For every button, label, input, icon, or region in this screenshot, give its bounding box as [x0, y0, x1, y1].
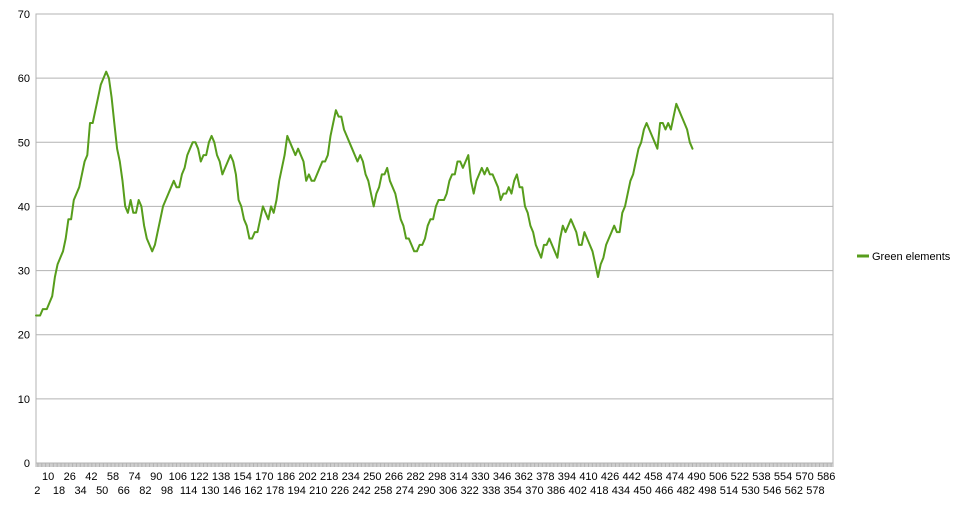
x-tick-label: 450	[633, 485, 651, 497]
x-tick-label: 466	[655, 485, 673, 497]
x-tick-label: 490	[687, 471, 705, 483]
x-tick-label: 578	[806, 485, 824, 497]
x-tick-label: 154	[233, 471, 251, 483]
x-tick-label: 546	[763, 485, 781, 497]
x-tick-label: 314	[450, 471, 468, 483]
x-tick-label: 562	[785, 485, 803, 497]
x-tick-label: 50	[96, 485, 108, 497]
y-tick-label: 50	[18, 137, 30, 149]
x-tick-label: 354	[504, 485, 522, 497]
x-tick-label: 538	[752, 471, 770, 483]
legend: Green elements	[857, 251, 951, 263]
x-tick-label: 234	[342, 471, 360, 483]
x-tick-label: 146	[223, 485, 241, 497]
x-tick-label: 362	[514, 471, 532, 483]
x-tick-label: 274	[396, 485, 414, 497]
x-tick-label: 74	[128, 471, 140, 483]
x-tick-label: 10	[42, 471, 54, 483]
series-line-0	[35, 70, 694, 317]
x-tick-label: 498	[698, 485, 716, 497]
x-tick-label: 290	[417, 485, 435, 497]
x-tick-label: 114	[180, 485, 198, 497]
y-tick-label: 20	[18, 330, 30, 342]
x-tick-label: 250	[363, 471, 381, 483]
x-tick-label: 474	[666, 471, 684, 483]
x-tick-label: 66	[118, 485, 130, 497]
x-tick-label: 442	[623, 471, 641, 483]
x-tick-label: 530	[741, 485, 759, 497]
x-tick-label: 202	[298, 471, 316, 483]
x-tick-label: 410	[579, 471, 597, 483]
x-tick-label: 426	[601, 471, 619, 483]
x-tick-label: 570	[795, 471, 813, 483]
x-tick-label: 226	[331, 485, 349, 497]
x-tick-label: 218	[320, 471, 338, 483]
x-tick-label: 242	[352, 485, 370, 497]
x-tick-label: 434	[612, 485, 630, 497]
x-tick-label: 306	[439, 485, 457, 497]
x-tick-label: 34	[74, 485, 86, 497]
x-tick-label: 298	[428, 471, 446, 483]
gridlines	[36, 13, 833, 464]
x-tick-label: 82	[139, 485, 151, 497]
y-axis-ticks: 0 10 20 30 40 50 60 70	[18, 9, 30, 470]
x-tick-label: 394	[558, 471, 576, 483]
x-tick-label: 186	[277, 471, 295, 483]
x-axis-ticks: 10 26 42 58 74 90 106 122 138 154 170 186 202 218 234 2…	[34, 463, 835, 497]
x-tick-label: 194	[288, 485, 306, 497]
x-tick-label: 26	[64, 471, 76, 483]
x-tick-label: 282	[406, 471, 424, 483]
x-tick-label: 90	[150, 471, 162, 483]
x-tick-label: 138	[212, 471, 230, 483]
x-tick-label: 42	[85, 471, 97, 483]
x-tick-label: 402	[569, 485, 587, 497]
y-tick-label: 70	[18, 9, 30, 21]
x-tick-label: 266	[385, 471, 403, 483]
x-tick-label: 2	[34, 485, 40, 497]
y-tick-label: 30	[18, 266, 30, 278]
x-tick-label: 98	[161, 485, 173, 497]
x-tick-label: 130	[201, 485, 219, 497]
x-tick-label: 170	[255, 471, 273, 483]
x-tick-label: 506	[709, 471, 727, 483]
x-tick-label: 162	[244, 485, 262, 497]
x-tick-label: 386	[547, 485, 565, 497]
x-tick-label: 330	[471, 471, 489, 483]
x-tick-label: 554	[774, 471, 792, 483]
x-tick-label: 18	[53, 485, 65, 497]
x-tick-label: 378	[536, 471, 554, 483]
x-tick-label: 322	[460, 485, 478, 497]
x-tick-label: 338	[482, 485, 500, 497]
x-tick-label: 514	[720, 485, 738, 497]
x-tick-label: 586	[817, 471, 835, 483]
x-tick-label: 122	[190, 471, 208, 483]
y-tick-label: 60	[18, 73, 30, 85]
x-tick-label: 418	[590, 485, 608, 497]
x-tick-label: 106	[169, 471, 187, 483]
y-tick-label: 10	[18, 394, 30, 406]
x-tick-label: 458	[644, 471, 662, 483]
x-tick-label: 178	[266, 485, 284, 497]
y-tick-label: 40	[18, 201, 30, 213]
x-tick-label: 522	[731, 471, 749, 483]
x-tick-label: 346	[493, 471, 511, 483]
series-layer	[35, 70, 694, 317]
legend-label: Green elements	[872, 251, 951, 263]
x-tick-label: 58	[107, 471, 119, 483]
x-tick-label: 370	[525, 485, 543, 497]
x-tick-label: 482	[677, 485, 695, 497]
x-tick-label: 210	[309, 485, 327, 497]
y-tick-label: 0	[24, 458, 30, 470]
x-tick-label: 258	[374, 485, 392, 497]
